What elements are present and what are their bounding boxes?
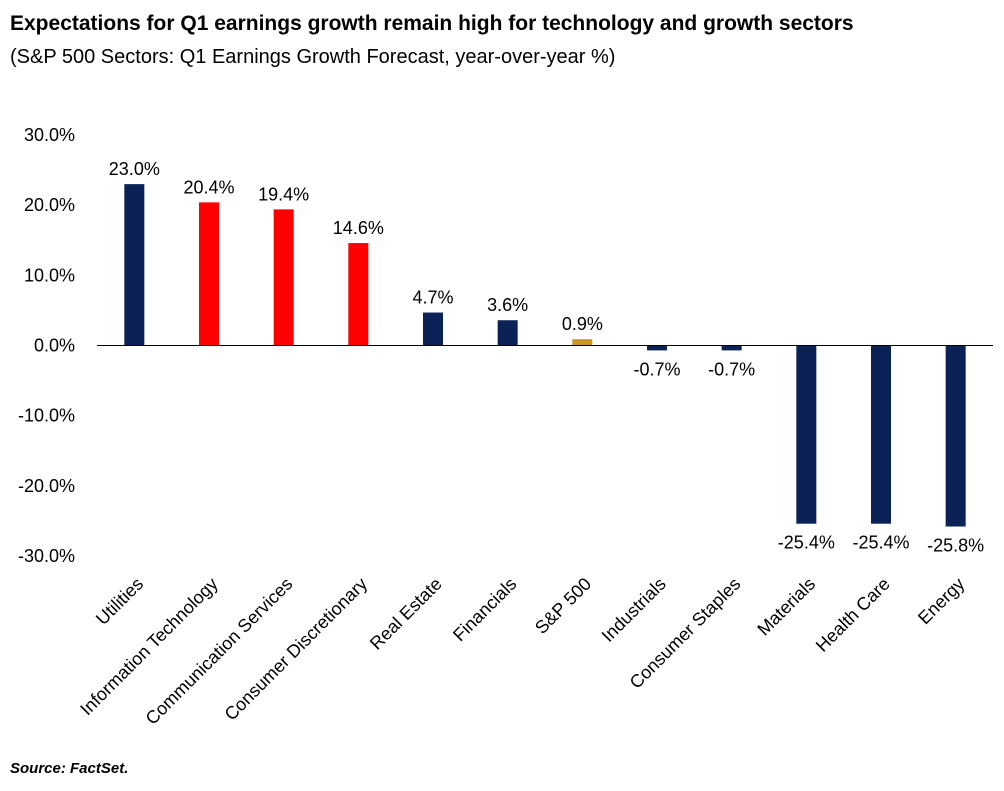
y-axis-ticks: 30.0% 20.0% 10.0% 0.0% -10.0% -20.0% -30.0% [18, 125, 75, 566]
bar [273, 209, 294, 346]
chart-subtitle: (S&P 500 Sectors: Q1 Earnings Growth For… [10, 46, 616, 68]
data-label: -0.7% [633, 359, 680, 379]
bar [497, 320, 518, 346]
x-tick-label: Energy [914, 574, 968, 628]
y-tick-label: -30.0% [18, 546, 75, 566]
bar [796, 345, 817, 524]
bar [199, 202, 219, 346]
y-tick-label: 0.0% [34, 336, 75, 356]
bar [945, 345, 966, 527]
data-label: 23.0% [109, 159, 160, 179]
x-tick-label: Communication Services [142, 574, 297, 729]
x-tick-label: Industrials [598, 574, 670, 646]
bar [124, 184, 145, 346]
data-label: -25.4% [778, 533, 835, 553]
data-label: -25.8% [927, 536, 984, 556]
y-tick-label: -20.0% [18, 476, 75, 496]
data-label: 0.9% [562, 314, 603, 334]
x-tick-label: Utilities [92, 574, 147, 629]
x-tick-label: Consumer Discretionary [221, 574, 372, 725]
bar [572, 339, 593, 346]
bar [423, 312, 443, 346]
bar [647, 345, 667, 351]
data-label: -0.7% [708, 359, 755, 379]
y-tick-label: 10.0% [24, 265, 75, 285]
x-tick-label: Materials [753, 574, 819, 640]
y-tick-label: 20.0% [24, 195, 75, 215]
y-tick-label: -10.0% [18, 406, 75, 426]
y-tick-label: 30.0% [24, 125, 75, 145]
data-label: -25.4% [852, 533, 909, 553]
source-note: Source: FactSet. [10, 760, 129, 777]
data-label: 19.4% [258, 184, 309, 204]
bar [721, 345, 742, 351]
x-tick-label: Information Technology [76, 574, 222, 720]
x-tick-label: Financials [449, 574, 520, 645]
bar [871, 345, 891, 524]
chart-title: Expectations for Q1 earnings growth rema… [10, 12, 854, 35]
x-tick-label: Real Estate [366, 574, 446, 654]
x-tick-label: S&P 500 [531, 574, 595, 638]
data-label: 4.7% [412, 288, 453, 308]
bars [124, 184, 966, 527]
x-tick-label: Health Care [812, 574, 894, 656]
data-label: 14.6% [333, 218, 384, 238]
value-labels: 23.0% 20.4% 19.4% 14.6% 4.7% 3.6% 0.9% -0.7% -0.… [109, 159, 984, 555]
data-label: 20.4% [183, 177, 234, 197]
bar [348, 243, 369, 346]
data-label: 3.6% [487, 295, 528, 315]
